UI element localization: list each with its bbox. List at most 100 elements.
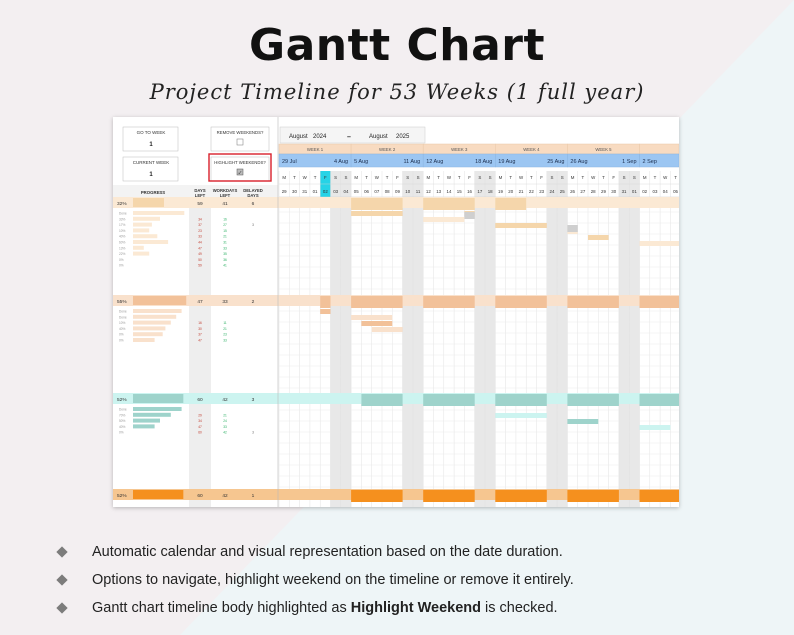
day-letter: M (354, 175, 358, 180)
day-letter: S (478, 175, 481, 180)
day-number: 09 (395, 189, 400, 194)
day-letter: S (417, 175, 420, 180)
task-progress-pct: 13% (119, 246, 126, 250)
task-workdays-left: 24 (223, 419, 227, 423)
task-progress-pct: Done (119, 315, 127, 319)
day-number: 04 (663, 189, 668, 194)
highlight-weekends-red-outline (208, 153, 272, 182)
task-days-left: 37 (198, 333, 202, 337)
task-progress-pct: 17% (119, 223, 126, 227)
task-days-left: 49 (198, 252, 202, 256)
day-number: 10 (405, 189, 410, 194)
day-number: 07 (374, 189, 379, 194)
section-progress-bar (133, 198, 164, 207)
day-letter: T (314, 175, 317, 180)
task-progress-pct: Done (119, 310, 127, 314)
task-gantt-bar (351, 315, 393, 320)
go-to-week-value: 1 (149, 142, 153, 148)
task-progress-pct: 22% (119, 252, 126, 256)
day-letter: S (550, 175, 553, 180)
section-delayed-days: 1 (252, 493, 255, 499)
day-number: 15 (457, 189, 462, 194)
feature-item: Automatic calendar and visual representa… (52, 538, 772, 566)
week-label: WEEK 4 (523, 147, 540, 152)
task-workdays-left: 36 (223, 258, 227, 262)
weekend-column (330, 171, 341, 507)
day-letter: W (519, 175, 524, 180)
task-days-left: 29 (198, 413, 202, 417)
day-number: 14 (447, 189, 452, 194)
day-letter: M (427, 175, 431, 180)
remove-weekends-checkbox[interactable] (236, 138, 244, 146)
section-gantt-bar (320, 296, 331, 308)
feature-text-end: is checked. (480, 600, 558, 616)
diamond-bullet-icon (56, 602, 68, 614)
end-month: August (369, 134, 388, 140)
task-gantt-bar (361, 321, 393, 326)
day-letter: W (303, 175, 308, 180)
day-letter: T (386, 175, 389, 180)
task-workdays-left: 21 (223, 413, 227, 417)
week-start-date: 12 Aug (426, 159, 443, 165)
week-end-date: 1 Sep (622, 159, 636, 165)
section-gantt-bar (351, 296, 403, 308)
days-left-header-2: LEFT (195, 193, 206, 198)
task-progress-bar (133, 245, 144, 250)
task-workdays-left: 42 (223, 431, 227, 435)
task-gantt-marker (464, 212, 475, 219)
end-year: 2025 (396, 134, 410, 140)
highlight-weekends-checkbox[interactable] (236, 168, 244, 176)
task-days-left: 34 (198, 217, 202, 221)
day-letter: T (582, 175, 585, 180)
section-summary-row (113, 295, 279, 306)
week-end-date: 4 Aug (334, 159, 348, 165)
task-gantt-bar (588, 235, 609, 240)
day-letter: M (282, 175, 286, 180)
week-label: WEEK 1 (307, 147, 324, 152)
weekend-column (402, 171, 413, 507)
day-number: 30 (292, 189, 297, 194)
task-gantt-bar (320, 309, 331, 314)
task-days-left: 50 (198, 258, 202, 262)
task-progress-pct: 40% (119, 327, 126, 331)
day-letter: T (602, 175, 605, 180)
feature-text: Options to navigate, highlight weekend o… (92, 572, 574, 588)
day-letter: S (633, 175, 636, 180)
task-progress-bar (133, 338, 155, 342)
day-letter: M (499, 175, 503, 180)
task-progress-bar (133, 407, 182, 411)
task-workdays-left: 15 (223, 229, 227, 233)
section-workdays-left: 42 (222, 493, 228, 499)
task-progress-pct: 0% (119, 339, 124, 343)
day-number: 20 (508, 189, 513, 194)
go-to-week-box[interactable] (122, 126, 179, 152)
delayed-days-header: DELAYED (243, 188, 263, 193)
week-start-date: 19 Aug (498, 159, 515, 165)
task-progress-pct: 0% (119, 333, 124, 337)
month-separator: – (347, 134, 351, 141)
task-delayed-days: 3 (252, 223, 254, 227)
task-delayed-days: 3 (252, 431, 254, 435)
section-days-left: 60 (197, 493, 203, 499)
start-month: August (289, 134, 308, 140)
highlight-weekends-label: HIGHLIGHT WEEKENDS? (214, 160, 266, 165)
section-gantt-bar (495, 198, 527, 210)
task-progress-pct: 60% (119, 241, 126, 245)
section-gantt-bar (423, 198, 475, 210)
day-number: 27 (580, 189, 585, 194)
section-gantt-bar (423, 394, 475, 406)
section-delayed-days: 3 (252, 397, 255, 403)
day-number: 21 (519, 189, 524, 194)
task-progress-bar (133, 211, 185, 215)
current-week-box[interactable] (122, 156, 179, 182)
page-title: Gantt Chart (248, 20, 546, 71)
day-number: 01 (632, 189, 637, 194)
weekend-column (546, 171, 558, 507)
task-workdays-left: 21 (223, 327, 227, 331)
progress-column-header: PROGRESS (141, 190, 165, 195)
day-letter: M (643, 175, 647, 180)
day-letter: W (375, 175, 380, 180)
day-number: 26 (570, 189, 575, 194)
task-progress-pct: 0% (119, 431, 124, 435)
week-label: WEEK 3 (451, 147, 468, 152)
